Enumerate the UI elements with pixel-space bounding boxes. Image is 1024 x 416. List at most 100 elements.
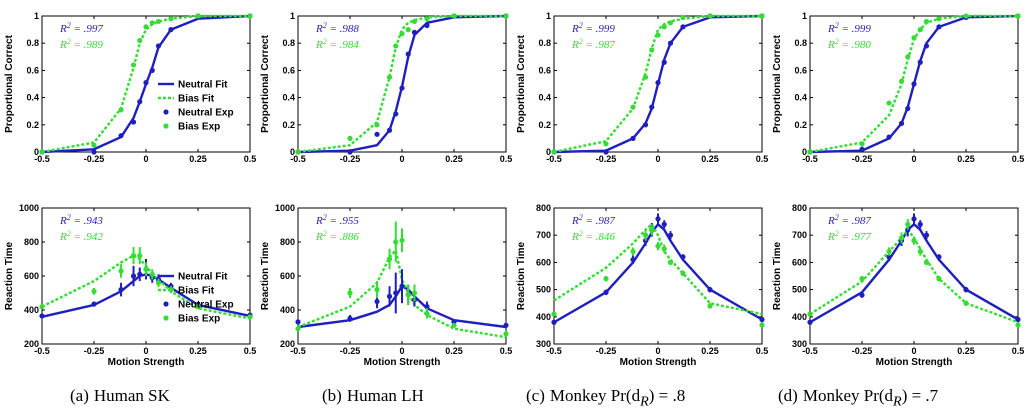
data-point-neutral <box>923 232 930 238</box>
data-point-neutral <box>661 221 667 227</box>
chart-c-proportional-correct: -0.5 -0.25 0 0.25 0.5 0 0.2 0.4 0.6 0.8 1 Proportio… <box>516 11 768 164</box>
data-point-neutral <box>680 24 686 30</box>
r2-neutral: R2 = .987 <box>827 213 871 227</box>
x-axis-label: Motion Strength <box>108 357 185 368</box>
data-point-bias <box>603 276 609 282</box>
data-point-neutral <box>667 232 674 238</box>
data-point-bias <box>905 54 911 60</box>
x-tick-label: -0.25 <box>596 346 617 356</box>
data-point-bias <box>393 43 399 49</box>
r2-symbol: R <box>59 231 67 243</box>
x-tick-label: -0.25 <box>340 154 361 164</box>
y-tick-label: 200 <box>280 339 295 349</box>
data-point-bias <box>630 248 636 255</box>
r2-value: = .987 <box>839 215 872 227</box>
r2-value: = .999 <box>839 23 872 35</box>
y-tick-label: 0.2 <box>282 120 295 130</box>
data-point-neutral <box>295 319 301 325</box>
data-point-bias <box>667 259 674 265</box>
caption-text: Monkey Pr(d <box>802 386 894 405</box>
y-axis-label: Proportional Correct <box>260 34 271 132</box>
r2-symbol: R <box>827 215 835 227</box>
y-tick-label: 0.8 <box>538 38 551 48</box>
x-tick-label: 0.25 <box>701 154 719 164</box>
y-tick-label: 500 <box>792 285 807 295</box>
data-point-bias <box>411 290 418 296</box>
y-tick-label: 1 <box>34 11 39 21</box>
data-point-bias <box>551 149 557 155</box>
y-axis-label: Reaction Time <box>260 241 271 310</box>
r2-bias: R2 = .980 <box>827 37 871 51</box>
data-point-neutral <box>393 290 399 296</box>
data-point-bias <box>39 149 45 155</box>
y-tick-label: 0.8 <box>794 38 807 48</box>
caption-text: Human LH <box>346 386 424 405</box>
legend-entry: Neutral Fit <box>178 80 228 91</box>
r2-value: = .955 <box>327 215 360 227</box>
r2-symbol: R <box>315 231 323 243</box>
r2-value: = .886 <box>327 231 360 243</box>
y-tick-label: 0.2 <box>538 120 551 130</box>
x-tick-label: 0.25 <box>189 346 207 356</box>
data-point-bias <box>39 304 45 310</box>
data-point-neutral <box>374 298 380 305</box>
x-tick-label: 0 <box>143 346 148 356</box>
x-axis-label: Motion Strength <box>620 357 697 368</box>
y-tick-label: 0.4 <box>26 93 39 103</box>
r2-bias: R2 = .886 <box>315 229 359 243</box>
data-point-bias <box>923 259 930 265</box>
r2-superscript: 2 <box>835 213 839 222</box>
y-tick-label: 800 <box>280 237 295 247</box>
data-point-bias <box>143 24 149 30</box>
y-axis-label: Reaction Time <box>4 241 15 310</box>
data-point-bias <box>936 16 942 22</box>
data-point-bias <box>680 270 686 276</box>
data-point-bias <box>386 256 393 262</box>
data-point-neutral <box>886 134 892 140</box>
data-point-bias <box>680 14 686 20</box>
data-point-bias <box>898 78 905 84</box>
y-tick-label: 600 <box>24 271 39 281</box>
data-point-bias <box>905 221 911 227</box>
data-point-bias <box>295 326 301 332</box>
data-point-bias <box>603 141 609 147</box>
r2-symbol: R <box>59 39 67 51</box>
y-axis-label: Reaction Time <box>772 241 783 310</box>
legend-swatch-marker <box>163 315 169 321</box>
x-tick-label: 0.5 <box>244 154 256 164</box>
caption-text: Human SK <box>93 386 170 405</box>
data-point-bias <box>143 266 149 272</box>
data-point-neutral <box>393 111 399 117</box>
y-tick-label: 0 <box>802 147 807 157</box>
y-tick-label: 0.4 <box>794 93 807 103</box>
data-point-neutral <box>655 80 661 86</box>
r2-superscript: 2 <box>579 229 583 238</box>
r2-bias: R2 = .984 <box>315 37 359 51</box>
y-tick-label: 0 <box>34 147 39 157</box>
data-point-bias <box>130 62 137 68</box>
x-tick-label: -0.5 <box>34 346 50 356</box>
r2-symbol: R <box>571 39 579 51</box>
y-axis-label: Proportional Correct <box>772 34 783 132</box>
series-line-bias-fit <box>553 223 763 316</box>
series-line-bias-fit <box>553 14 762 154</box>
data-point-neutral <box>917 59 923 65</box>
data-point-neutral <box>347 149 353 155</box>
x-tick-label: -0.25 <box>340 346 361 356</box>
data-point-neutral <box>807 319 813 325</box>
data-point-bias <box>963 13 969 19</box>
y-axis-label: Reaction Time <box>516 241 527 310</box>
r2-symbol: R <box>571 215 579 227</box>
r2-bias: R2 = .987 <box>571 37 615 51</box>
data-point-neutral <box>386 293 393 299</box>
data-point-neutral <box>603 149 609 155</box>
x-tick-label: 0.25 <box>445 154 463 164</box>
y-tick-label: 1 <box>546 11 551 21</box>
data-point-neutral <box>630 257 636 263</box>
r2-symbol: R <box>571 231 579 243</box>
r2-superscript: 2 <box>323 213 327 222</box>
data-point-bias <box>195 13 201 19</box>
r2-value: = .943 <box>71 215 104 227</box>
data-point-neutral <box>603 289 609 295</box>
r2-value: = .984 <box>327 39 360 51</box>
